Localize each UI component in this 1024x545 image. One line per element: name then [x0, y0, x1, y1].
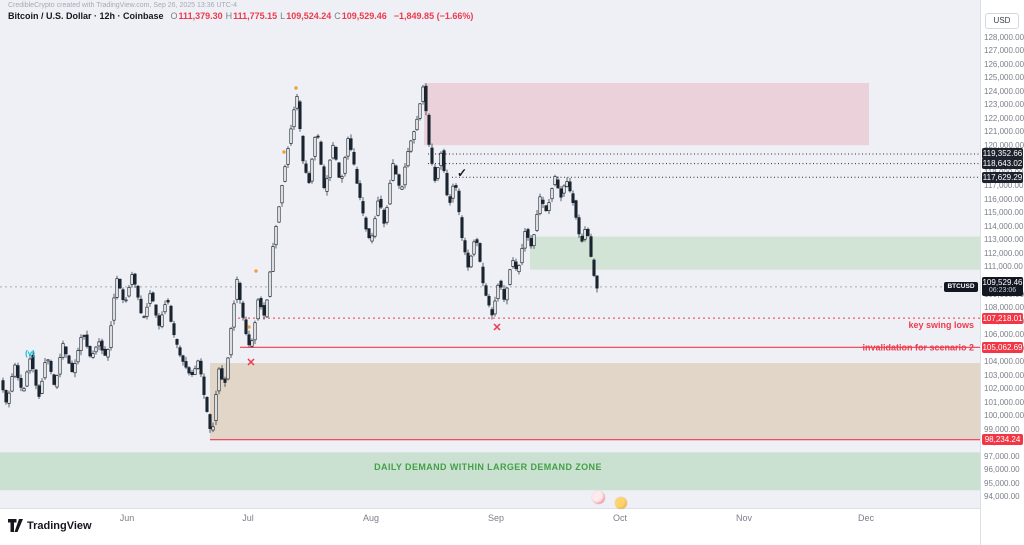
- time-axis-month: Sep: [487, 513, 504, 523]
- price-tick: 111,000.00: [984, 262, 1023, 272]
- price-tick: 122,000.00: [984, 113, 1024, 123]
- price-tick: 97,000.00: [984, 451, 1020, 461]
- ohlc-values: O111,379.30 H111,775.15 L109,524.24 C109,52…: [168, 11, 387, 21]
- price-level-label: 118,643.02: [982, 158, 1023, 170]
- current-price-label: 109,529.46 06:23:06: [982, 276, 1023, 296]
- larger-demand-zone[interactable]: [210, 363, 980, 440]
- daily-demand-zone[interactable]: [530, 236, 980, 270]
- invalidation-line-label: invalidation for scenario 2: [862, 342, 974, 352]
- supply-zone[interactable]: [424, 82, 869, 146]
- price-level-label: 98,234.24: [982, 434, 1023, 446]
- cross-marker[interactable]: ✕: [246, 357, 255, 369]
- time-axis-month: Jul: [242, 513, 254, 523]
- price-tick: 123,000.00: [984, 100, 1024, 110]
- price-tick: 101,000.00: [984, 397, 1024, 407]
- currency-toggle-button[interactable]: USD: [985, 13, 1019, 29]
- price-axis[interactable]: 94,000.0095,000.0096,000.0097,000.0098,0…: [980, 0, 1024, 545]
- emoji-sticker[interactable]: [591, 490, 605, 504]
- price-tick: 94,000.00: [984, 492, 1020, 502]
- price-tick: 108,000.00: [984, 303, 1024, 313]
- ohlc-value: 109,524.24: [286, 11, 332, 21]
- price-tick: 117,000.00: [984, 181, 1024, 191]
- price-tick: 99,000.00: [984, 424, 1020, 434]
- price-tick: 102,000.00: [984, 384, 1024, 394]
- daily-demand-within-larger-zone[interactable]: [0, 452, 980, 491]
- ohlc-value: 109,529.46: [341, 11, 387, 21]
- tradingview-logo-icon: [8, 519, 23, 532]
- ohlc-key: L: [280, 11, 286, 21]
- wave-marker-dot[interactable]: [282, 150, 286, 154]
- price-tick: 115,000.00: [984, 208, 1024, 218]
- price-level-label: 117,629.29: [982, 171, 1023, 183]
- price-tick: 120,000.00: [984, 140, 1024, 150]
- ohlc-key: O: [170, 11, 178, 21]
- price-chart-canvas[interactable]: key swing lows invalidation for scenario …: [0, 0, 980, 508]
- price-tick: 126,000.00: [984, 59, 1024, 69]
- ohlc-value: 111,775.15: [233, 11, 278, 21]
- symbol-info-bar[interactable]: Bitcoin / U.S. Dollar · 12h · Coinbase O…: [8, 11, 473, 21]
- symbol-title[interactable]: Bitcoin / U.S. Dollar · 12h · Coinbase: [8, 11, 164, 21]
- time-axis-month: Dec: [857, 513, 874, 523]
- check-marker[interactable]: ✓: [457, 166, 467, 180]
- time-axis-month: Oct: [612, 513, 627, 523]
- time-axis-month: Nov: [735, 513, 752, 523]
- price-tick: 125,000.00: [984, 73, 1024, 83]
- chart-background: [0, 0, 980, 508]
- price-level-label: 107,218.01: [982, 312, 1023, 324]
- price-tick: 121,000.00: [984, 127, 1024, 137]
- tradingview-logo[interactable]: TradingView: [8, 519, 92, 532]
- cross-marker[interactable]: ✕: [492, 322, 501, 334]
- price-level-label: 119,352.66: [982, 148, 1023, 160]
- wave-marker[interactable]: (v): [25, 349, 35, 358]
- tradingview-logo-text: TradingView: [27, 519, 92, 532]
- change-value: −1,849.85 (−1.66%): [393, 11, 474, 21]
- price-tick: 95,000.00: [984, 478, 1020, 488]
- watermark: CredibleCrypto created with TradingView.…: [8, 2, 238, 9]
- wave-marker-dot[interactable]: [254, 269, 258, 273]
- price-tick: 127,000.00: [984, 46, 1024, 56]
- time-axis-month: Jun: [119, 513, 135, 523]
- price-tick: 113,000.00: [984, 235, 1024, 245]
- price-tick: 112,000.00: [984, 248, 1024, 258]
- ohlc-key: C: [334, 11, 341, 21]
- ohlc-value: 111,379.30: [178, 11, 223, 21]
- price-tick: 128,000.00: [984, 32, 1024, 42]
- price-level-label: 105,062.69: [982, 341, 1023, 353]
- price-tick: 104,000.00: [984, 357, 1024, 367]
- price-tick: 96,000.00: [984, 465, 1020, 475]
- price-tick: 124,000.00: [984, 86, 1024, 96]
- price-tick: 116,000.00: [984, 194, 1024, 204]
- time-axis-month: Aug: [362, 513, 379, 523]
- price-tick: 106,000.00: [984, 330, 1024, 340]
- price-tick: 103,000.00: [984, 370, 1024, 380]
- ohlc-key: H: [225, 11, 233, 21]
- key-swing-lows-line-label: key swing lows: [908, 320, 974, 330]
- price-tick: 100,000.00: [984, 411, 1024, 421]
- bar-countdown: 06:23:06: [988, 286, 1017, 294]
- price-tick: 114,000.00: [984, 221, 1024, 231]
- candlestick-series: [1, 83, 599, 433]
- wave-marker-dot[interactable]: [247, 325, 251, 329]
- time-axis[interactable]: Jun Jul Aug Sep Oct Nov Dec: [0, 508, 980, 545]
- emoji-sticker[interactable]: [615, 497, 627, 509]
- wave-marker-dot[interactable]: [294, 86, 298, 90]
- current-price-value: 109,529.46: [982, 277, 1023, 287]
- demand-zone-label: DAILY DEMAND WITHIN LARGER DEMAND ZONE: [374, 462, 602, 472]
- symbol-price-tag: BTCUSD: [944, 281, 978, 292]
